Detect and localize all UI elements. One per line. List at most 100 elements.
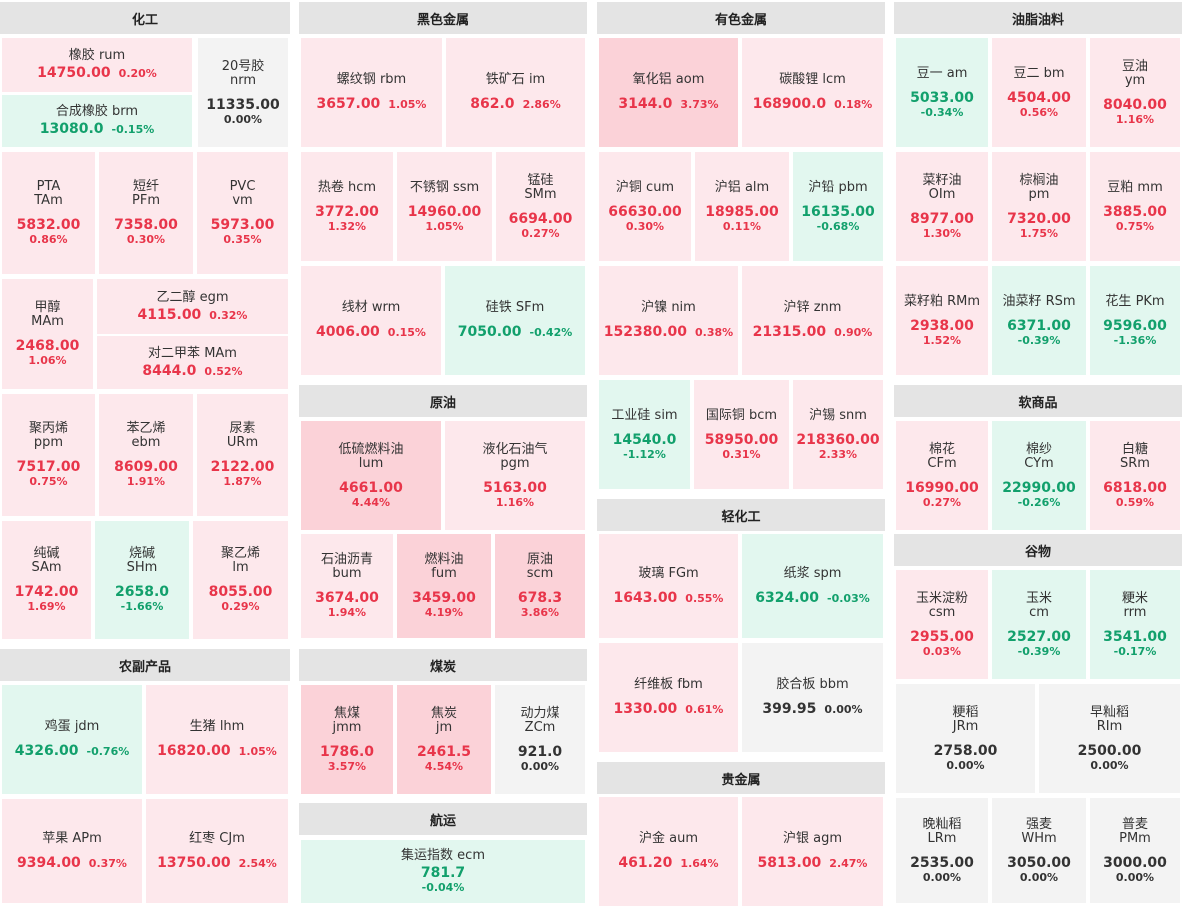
contract-change-pct: 0.00% [1115, 870, 1155, 884]
contract-tile-hcm[interactable]: 热卷 hcm 3772.00 1.32% [301, 152, 393, 261]
contract-tile-znm[interactable]: 沪锌 znm 21315.00 0.90% [742, 266, 883, 375]
contract-name: 豆二 [1013, 65, 1040, 81]
contract-name: 合成橡胶 [55, 104, 108, 119]
contract-tile-scm[interactable]: 原油 scm 678.3 3.86% [495, 534, 585, 638]
contract-tile-mam[interactable]: 甲醇 MAm 2468.00 1.06% [2, 279, 93, 389]
contract-tile-rim[interactable]: 早籼稻 RIm 2500.00 0.00% [1039, 684, 1180, 793]
contract-tile-im[interactable]: 铁矿石 im 862.0 2.86% [446, 38, 585, 147]
contract-tile-snm[interactable]: 沪锡 snm 218360.00 2.33% [793, 380, 883, 489]
contract-tile-rmm[interactable]: 菜籽粕 RMm 2938.00 1.52% [896, 266, 988, 375]
contract-tile-lrm[interactable]: 晚籼稻 LRm 2535.00 0.00% [896, 798, 988, 903]
contract-tile-ssm[interactable]: 不锈钢 ssm 14960.00 1.05% [397, 152, 492, 261]
contract-tile-ym[interactable]: 豆油 ym 8040.00 1.16% [1090, 38, 1180, 147]
contract-tile-bcm[interactable]: 国际铜 bcm 58950.00 0.31% [694, 380, 789, 489]
contract-change-pct: 1.69% [27, 600, 66, 613]
contract-change-pct: -0.34% [920, 105, 964, 119]
contract-tile-fbm[interactable]: 纤维板 fbm 1330.00 0.61% [599, 643, 738, 752]
contract-price: 66630.00 [608, 203, 682, 220]
contract-price: 218360.00 [796, 431, 880, 448]
contract-tile-cfm[interactable]: 棉花 CFm 16990.00 0.27% [896, 421, 988, 530]
contract-tile-pkm[interactable]: 花生 PKm 9596.00 -1.36% [1090, 266, 1180, 375]
contract-change-pct: 1.05% [425, 219, 464, 233]
contract-tile-pbm[interactable]: 沪铅 pbm 16135.00 -0.68% [793, 152, 883, 261]
contract-tile-bbm[interactable]: 胶合板 bbm 399.95 0.00% [742, 643, 883, 752]
contract-tile-jm[interactable]: 焦炭 jm 2461.5 4.54% [397, 685, 491, 794]
contract-tile-wrm[interactable]: 线材 wrm 4006.00 0.15% [301, 266, 441, 375]
contract-title: 氧化铝 aom [633, 73, 705, 87]
contract-tile-zcm[interactable]: 动力煤 ZCm 921.0 0.00% [495, 685, 585, 794]
contract-tile-cym[interactable]: 棉纱 CYm 22990.00 -0.26% [992, 421, 1086, 530]
contract-name: 豆油 [1121, 58, 1148, 74]
contract-tile-fgm[interactable]: 玻璃 FGm 1643.00 0.55% [599, 534, 738, 638]
contract-title: 沪镍 nim [641, 301, 696, 315]
contract-change-pct: 0.27% [521, 226, 560, 240]
contract-name: 原油 [526, 552, 553, 567]
contract-tile-rum[interactable]: 橡胶 rum 14750.00 0.20% [2, 38, 192, 92]
contract-tile-jdm[interactable]: 鸡蛋 jdm 4326.00 -0.76% [2, 685, 142, 794]
contract-price: 3541.00 [1103, 628, 1167, 645]
contract-tile-pfm[interactable]: 短纤 PFm 7358.00 0.30% [99, 152, 193, 274]
contract-tile-whm[interactable]: 强麦 WHm 3050.00 0.00% [992, 798, 1086, 903]
contract-price: 2527.00 [1007, 628, 1071, 645]
contract-tile-tam[interactable]: PTA TAm 5832.00 0.86% [2, 152, 95, 274]
contract-tile-jmm[interactable]: 焦煤 jmm 1786.0 3.57% [301, 685, 393, 794]
contract-code: bbm [819, 677, 849, 692]
contract-tile-pxm[interactable]: 对二甲苯 MAm 8444.0 0.52% [97, 336, 288, 389]
contract-tile-shm[interactable]: 烧碱 SHm 2658.0 -1.66% [95, 521, 189, 639]
contract-tile-bm[interactable]: 豆二 bm 4504.00 0.56% [992, 38, 1086, 147]
contract-tile-agm[interactable]: 沪银 agm 5813.00 2.47% [742, 797, 883, 906]
contract-tile-rrm[interactable]: 粳米 rrm 3541.00 -0.17% [1090, 570, 1180, 679]
contract-code: bcm [749, 407, 778, 423]
contract-tile-cum[interactable]: 沪铜 cum 66630.00 0.30% [599, 152, 691, 261]
contract-code: bm [1043, 65, 1065, 81]
contract-tile-sim[interactable]: 工业硅 sim 14540.0 -1.12% [599, 380, 690, 489]
contract-tile-bum[interactable]: 石油沥青 bum 3674.00 1.94% [301, 534, 393, 638]
contract-tile-olm[interactable]: 菜籽油 OIm 8977.00 1.30% [896, 152, 988, 261]
contract-tile-aom[interactable]: 氧化铝 aom 3144.0 3.73% [599, 38, 738, 147]
contract-tile-spm[interactable]: 纸浆 spm 6324.00 -0.03% [742, 534, 883, 638]
contract-tile-ebm[interactable]: 苯乙烯 ebm 8609.00 1.91% [99, 394, 193, 516]
contract-change-pct: 1.87% [223, 475, 262, 488]
contract-price: 9394.00 [17, 854, 81, 871]
contract-tile-csm[interactable]: 玉米淀粉 csm 2955.00 0.03% [896, 570, 988, 679]
contract-code: SAm [31, 560, 62, 575]
contract-tile-cm[interactable]: 玉米 cm 2527.00 -0.39% [992, 570, 1086, 679]
contract-code: ebm [131, 435, 161, 450]
contract-title: 鸡蛋 jdm [45, 720, 100, 734]
contract-tile-mm[interactable]: 豆粕 mm 3885.00 0.75% [1090, 152, 1180, 261]
contract-tile-ppm[interactable]: 聚丙烯 ppm 7517.00 0.75% [2, 394, 95, 516]
contract-tile-ecm[interactable]: 集运指数 ecm 781.7 -0.04% [301, 840, 585, 903]
contract-tile-brm[interactable]: 合成橡胶 brm 13080.0 -0.15% [2, 95, 192, 147]
contract-change-pct: 0.03% [922, 644, 962, 658]
contract-tile-lum[interactable]: 低硫燃料油 lum 4661.00 4.44% [301, 421, 441, 530]
contract-tile-smm[interactable]: 锰硅 SMm 6694.00 0.27% [496, 152, 585, 261]
contract-tile-nrm[interactable]: 20号胶 nrm 11335.00 0.00% [198, 38, 288, 147]
contract-tile-fum[interactable]: 燃料油 fum 3459.00 4.19% [397, 534, 491, 638]
contract-tile-rbm[interactable]: 螺纹钢 rbm 3657.00 1.05% [301, 38, 442, 147]
contract-tile-am[interactable]: 豆一 am 5033.00 -0.34% [896, 38, 988, 147]
contract-tile-sfm[interactable]: 硅铁 SFm 7050.00 -0.42% [445, 266, 585, 375]
contract-tile-nim[interactable]: 沪镍 nim 152380.00 0.38% [599, 266, 738, 375]
contract-tile-aum[interactable]: 沪金 aum 461.20 1.64% [599, 797, 738, 906]
contract-tile-lhm[interactable]: 生猪 lhm 16820.00 1.05% [146, 685, 288, 794]
contract-code: PKm [1135, 293, 1165, 309]
contract-tile-alm[interactable]: 沪铝 alm 18985.00 0.11% [695, 152, 789, 261]
contract-code: lcm [822, 72, 846, 87]
contract-tile-sam[interactable]: 纯碱 SAm 1742.00 1.69% [2, 521, 91, 639]
contract-tile-jrm[interactable]: 粳稻 JRm 2758.00 0.00% [896, 684, 1035, 793]
contract-tile-egm[interactable]: 乙二醇 egm 4115.00 0.32% [97, 279, 288, 334]
price-row: 16820.00 1.05% [157, 743, 277, 759]
contract-tile-vm[interactable]: PVC vm 5973.00 0.35% [197, 152, 288, 274]
contract-tile-lm[interactable]: 聚乙烯 lm 8055.00 0.29% [193, 521, 288, 639]
contract-tile-pm[interactable]: 棕榈油 pm 7320.00 1.75% [992, 152, 1086, 261]
contract-tile-urm[interactable]: 尿素 URm 2122.00 1.87% [197, 394, 288, 516]
contract-tile-pgm[interactable]: 液化石油气 pgm 5163.00 1.16% [445, 421, 585, 530]
contract-tile-cjm[interactable]: 红枣 CJm 13750.00 2.54% [146, 799, 288, 903]
contract-tile-srm[interactable]: 白糖 SRm 6818.00 0.59% [1090, 421, 1180, 530]
contract-tile-rsm[interactable]: 油菜籽 RSm 6371.00 -0.39% [992, 266, 1086, 375]
contract-code: nim [671, 300, 696, 315]
contract-tile-pmm[interactable]: 普麦 PMm 3000.00 0.00% [1090, 798, 1180, 903]
contract-tile-apm[interactable]: 苹果 APm 9394.00 0.37% [2, 799, 142, 903]
contract-tile-lcm[interactable]: 碳酸锂 lcm 168900.0 0.18% [742, 38, 883, 147]
contract-price: 8055.00 [208, 584, 273, 600]
